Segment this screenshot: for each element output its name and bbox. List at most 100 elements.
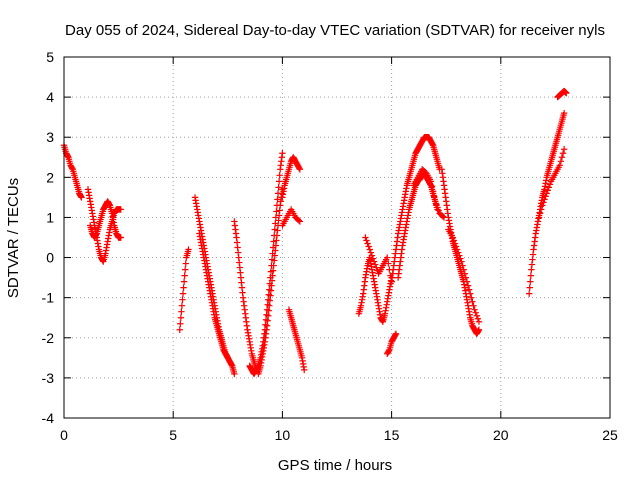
y-tick-label: -3	[42, 370, 55, 386]
x-tick-label: 15	[384, 427, 400, 443]
data-point	[427, 178, 435, 185]
data-point	[231, 370, 238, 378]
data-point	[439, 213, 447, 220]
data-point	[117, 234, 124, 241]
series-0	[60, 87, 570, 378]
data-point	[179, 296, 186, 303]
data-point	[463, 278, 471, 285]
data-point	[430, 193, 438, 200]
data-point	[474, 315, 482, 322]
data-track	[279, 206, 304, 229]
data-point	[471, 306, 478, 313]
data-track	[554, 87, 570, 101]
axes: 0 5 10 15 20 25 -4 -3 -2 -1 0 1 2 3 4 5	[42, 49, 618, 443]
data-point	[475, 326, 483, 333]
data-point	[275, 178, 283, 185]
data-point	[368, 252, 376, 259]
data-point	[534, 218, 542, 225]
y-tick-label: -1	[42, 290, 55, 306]
data-point	[296, 218, 304, 225]
data-point	[458, 258, 465, 265]
chart-title: Day 055 of 2024, Sidereal Day-to-day VTE…	[65, 22, 605, 39]
y-tick-label: 1	[46, 209, 54, 225]
data-point	[535, 214, 543, 221]
data-point	[460, 266, 467, 273]
data-point	[475, 318, 483, 325]
data-point	[301, 366, 308, 374]
data-track	[191, 194, 238, 378]
data-point	[364, 240, 371, 247]
data-point	[185, 246, 192, 253]
data-point	[450, 237, 458, 244]
data-point	[369, 255, 377, 262]
data-point	[279, 150, 286, 157]
data-point	[366, 246, 373, 253]
data-track	[525, 109, 568, 297]
data-point	[538, 206, 545, 213]
data-point	[525, 290, 533, 297]
x-tick-label: 0	[60, 427, 68, 443]
x-tick-label: 25	[602, 427, 618, 443]
data-track	[445, 226, 483, 325]
data-point	[181, 272, 188, 279]
data-point	[385, 260, 392, 267]
data-point	[373, 264, 380, 271]
data-track	[279, 154, 304, 201]
x-tick-label: 5	[169, 427, 177, 443]
data-point	[544, 187, 551, 194]
data-track	[384, 330, 400, 358]
data-track	[84, 186, 124, 265]
data-point	[457, 255, 464, 262]
data-point	[180, 278, 188, 285]
data-point	[434, 204, 441, 211]
data-point	[452, 243, 460, 250]
data-track	[87, 198, 124, 241]
data-point	[527, 278, 534, 285]
data-point	[384, 254, 391, 261]
data-point	[473, 312, 480, 319]
data-point	[182, 260, 189, 267]
y-tick-label: 4	[46, 89, 54, 105]
data-point	[559, 150, 567, 157]
x-tick-label: 20	[493, 427, 509, 443]
data-point	[556, 162, 563, 169]
data-point	[176, 326, 183, 333]
grid	[64, 57, 610, 418]
data-point	[453, 246, 461, 253]
y-axis-label: SDTVAR / TECUs	[5, 178, 22, 298]
y-tick-label: 5	[46, 49, 54, 65]
data-point	[117, 206, 124, 213]
data-point	[435, 207, 442, 214]
data-point	[428, 183, 436, 190]
data-point	[456, 252, 463, 259]
data-point	[464, 282, 472, 289]
data-point	[455, 249, 462, 256]
data-point	[451, 240, 459, 247]
data-point	[432, 198, 439, 205]
data-point	[449, 234, 456, 241]
data-point	[177, 320, 184, 327]
data-point	[541, 196, 548, 203]
data-point	[540, 199, 547, 206]
x-axis-label: GPS time / hours	[278, 457, 392, 474]
data-point	[177, 314, 185, 321]
data-point	[276, 172, 283, 179]
data-points	[60, 87, 570, 378]
data-point	[180, 284, 187, 291]
data-point	[78, 194, 85, 201]
data-point	[539, 202, 546, 209]
data-point	[461, 270, 468, 277]
data-track	[534, 146, 568, 225]
data-point	[372, 261, 379, 268]
y-tick-label: 0	[46, 250, 54, 266]
data-track	[60, 142, 85, 201]
data-point	[557, 158, 565, 165]
data-point	[526, 284, 533, 291]
data-point	[558, 154, 566, 161]
data-point	[536, 210, 544, 217]
y-tick-label: -4	[42, 410, 55, 426]
data-point	[362, 234, 369, 241]
data-point	[563, 89, 570, 97]
y-tick-label: 3	[46, 129, 54, 145]
